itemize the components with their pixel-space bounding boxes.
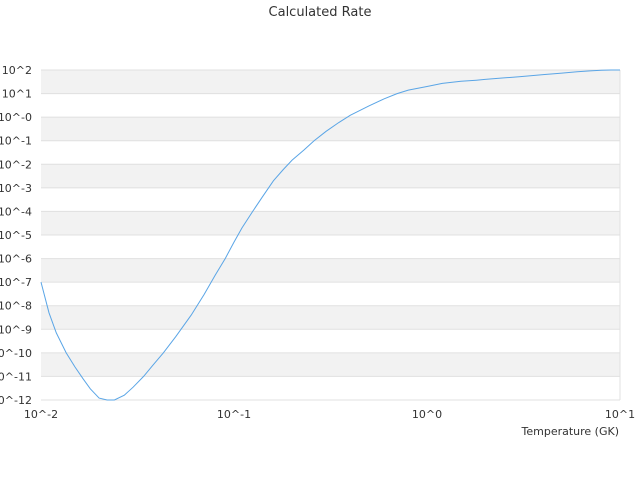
y-tick-label: 10^-1 (0, 135, 32, 148)
y-tick-label: 10^-10 (0, 347, 32, 360)
grid-band (41, 376, 620, 400)
y-tick-label: 10^-7 (0, 276, 32, 289)
grid-band (41, 305, 620, 330)
y-tick-label: 10^-11 (0, 370, 32, 383)
grid-band (41, 93, 620, 118)
grid-band (41, 352, 620, 377)
y-tick-label: 10^2 (2, 64, 32, 77)
y-tick-label: 10^-2 (0, 158, 32, 171)
y-tick-label: 10^-0 (0, 111, 32, 124)
y-tick-label: 10^-8 (0, 300, 32, 313)
grid-band (41, 282, 620, 306)
y-tick-label: 10^-6 (0, 253, 32, 266)
y-tick-label: 10^1 (2, 88, 32, 101)
series-line (40, 69, 620, 401)
y-tick-label: 10^-4 (0, 205, 32, 218)
x-tick-label: 10^-1 (217, 408, 251, 421)
chart-title: Calculated Rate (269, 5, 372, 20)
plot-gridlines (41, 69, 621, 401)
grid-band (41, 258, 620, 283)
grid-band (41, 70, 620, 94)
y-tick-label: 10^-9 (0, 323, 32, 336)
grid-band (41, 117, 620, 141)
x-tick-label: 10^1 (605, 408, 635, 421)
plot-bands (41, 70, 620, 400)
y-tick-label: 10^-12 (0, 394, 32, 407)
grid-band (41, 187, 620, 212)
x-tick-label: 10^-2 (24, 408, 58, 421)
grid-band (41, 211, 620, 235)
grid-band (41, 329, 620, 353)
y-tick-labels: 10^2 10^1 10^-0 10^-1 10^-2 10^-3 10^-4 10^-5 10… (0, 64, 32, 407)
grid-band (41, 164, 620, 188)
grid-band (41, 140, 620, 165)
x-tick-label: 10^0 (412, 408, 442, 421)
x-axis-label: Temperature (GK) (521, 425, 620, 438)
y-tick-label: 10^-3 (0, 182, 32, 195)
y-tick-label: 10^-5 (0, 229, 32, 242)
x-tick-labels: 10^-2 10^-1 10^0 10^1 (24, 408, 635, 421)
grid-band (41, 235, 620, 259)
